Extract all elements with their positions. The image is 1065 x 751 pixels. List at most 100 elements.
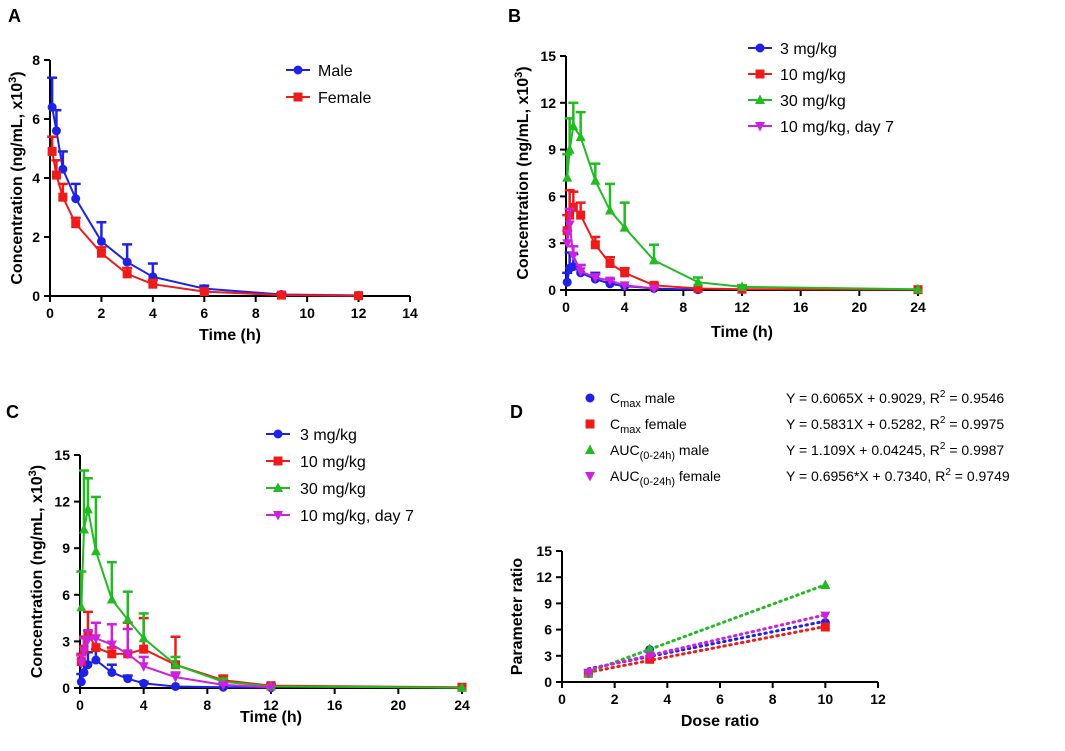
series-1 (47, 76, 364, 300)
legend-name-tail: male (675, 442, 709, 458)
y-tick-label: 0 (32, 288, 40, 304)
x-tick-label: 12 (263, 697, 279, 713)
series-line (80, 637, 272, 689)
legend-marker (755, 94, 765, 104)
equation-tail: = 0.9546 (945, 390, 1004, 406)
data-point (276, 290, 286, 300)
y-tick-label: 9 (548, 142, 556, 158)
series-2 (47, 135, 364, 301)
series-2 (583, 622, 830, 678)
equation-sup: 2 (940, 415, 946, 426)
data-point (619, 222, 630, 232)
legend-name-tail: male (641, 390, 675, 406)
legend-entry: 10 mg/kg (748, 67, 846, 84)
regression-line (586, 624, 827, 674)
y-axis-title: Concentration (ng/mL, x103) (27, 465, 46, 678)
data-point (583, 669, 594, 679)
data-point (122, 649, 133, 660)
y-tick-label: 2 (32, 229, 40, 245)
data-point (139, 678, 149, 688)
regression-line (586, 583, 827, 674)
data-point (47, 146, 57, 156)
data-point (78, 524, 89, 534)
legend-label: 3 mg/kg (780, 41, 837, 58)
data-point (354, 291, 364, 301)
legend-entry: 30 mg/kg (266, 481, 366, 498)
legend-entry: AUC(0-24h) female Y = 0.6956*X + 0.7340, … (585, 467, 1010, 488)
regression-line (586, 613, 827, 672)
data-point (96, 236, 106, 246)
x-tick-label: 16 (327, 697, 343, 713)
data-point (170, 673, 181, 683)
x-tick-label: 12 (870, 691, 886, 707)
x-tick-label: 10 (299, 305, 315, 321)
data-point (90, 634, 101, 644)
legend-name-sub: (0-24h) (640, 476, 675, 488)
legend-name-sub: (0-24h) (640, 450, 675, 462)
series-3 (583, 579, 831, 678)
data-point (123, 674, 133, 684)
y-tick-label: 12 (536, 569, 552, 585)
legend-label: 30 mg/kg (780, 93, 846, 110)
y-axis-title-text: Concentration (ng/mL, x10 (29, 476, 46, 678)
legend-entry: 10 mg/kg, day 7 (266, 508, 414, 525)
y-tick-label: 4 (32, 170, 40, 186)
equation-sup: 2 (945, 467, 951, 478)
legend-entry: AUC(0-24h) male Y = 1.109X + 0.04245, R2 … (585, 441, 1004, 462)
data-point (568, 251, 579, 262)
y-axis-title: Parameter ratio (509, 558, 526, 676)
panel-c: C 0 4 8 12 16 20 24 0 3 6 9 12 15 Time (h) Concentratio… (6, 402, 470, 726)
series-line (80, 630, 463, 689)
x-tick-label: 4 (621, 299, 629, 315)
data-point (96, 248, 106, 258)
data-point (693, 283, 703, 293)
series-3 (76, 469, 467, 692)
legend-label: 10 mg/kg (300, 454, 366, 471)
y-tick-label: 3 (548, 235, 556, 251)
legend-entry: 3 mg/kg (266, 427, 357, 444)
y-axis-title-sup: 3 (27, 470, 39, 476)
series-4 (76, 621, 276, 693)
data-point (266, 683, 276, 693)
x-tick-label: 16 (793, 299, 809, 315)
data-point (106, 640, 117, 651)
data-point (71, 219, 81, 229)
x-tick-label: 10 (818, 691, 834, 707)
x-axis-title: Time (h) (711, 324, 773, 341)
data-point (138, 632, 149, 643)
legend-label: AUC(0-24h) female (610, 468, 721, 488)
legend-marker (585, 393, 595, 403)
legend-marker (273, 456, 283, 466)
y-tick-label: 0 (548, 282, 556, 298)
x-tick-label: 24 (454, 697, 470, 713)
panel-label: C (6, 402, 19, 422)
x-axis-title: Time (h) (240, 709, 302, 726)
x-tick-label: 8 (769, 691, 777, 707)
data-point (644, 651, 655, 662)
panel-a: A 0 2 4 6 8 10 12 14 0 2 4 6 8 Time (h) Concentration (… (7, 6, 418, 344)
series-3 (562, 101, 923, 294)
data-point (620, 268, 630, 278)
x-tick-label: 4 (663, 691, 671, 707)
data-point (605, 276, 615, 287)
data-point (122, 614, 133, 624)
panel-d: D 0 2 4 6 8 10 12 0 3 6 9 12 15 Dose ratio Parameter ra… (509, 389, 1010, 730)
data-point (79, 667, 89, 677)
equation-text: Y = 0.5831X + 0.5282, R (786, 416, 940, 432)
legend-label: AUC(0-24h) male (610, 442, 709, 462)
equation-text: Y = 0.6065X + 0.9029, R (786, 390, 940, 406)
data-point (564, 144, 575, 154)
y-axis-title-close: ) (29, 465, 46, 470)
data-point (138, 662, 149, 672)
data-point (91, 655, 101, 665)
legend-name: AUC (610, 442, 640, 458)
legend-marker (273, 429, 283, 439)
equation-text: Y = 0.6956*X + 0.7340, R (786, 468, 945, 484)
data-point (51, 126, 61, 136)
data-point (605, 258, 615, 268)
x-tick-label: 6 (200, 305, 208, 321)
legend-label: Cmax male (610, 390, 675, 410)
equation-text: Y = 1.109X + 0.04245, R (786, 442, 940, 458)
x-tick-label: 2 (611, 691, 619, 707)
